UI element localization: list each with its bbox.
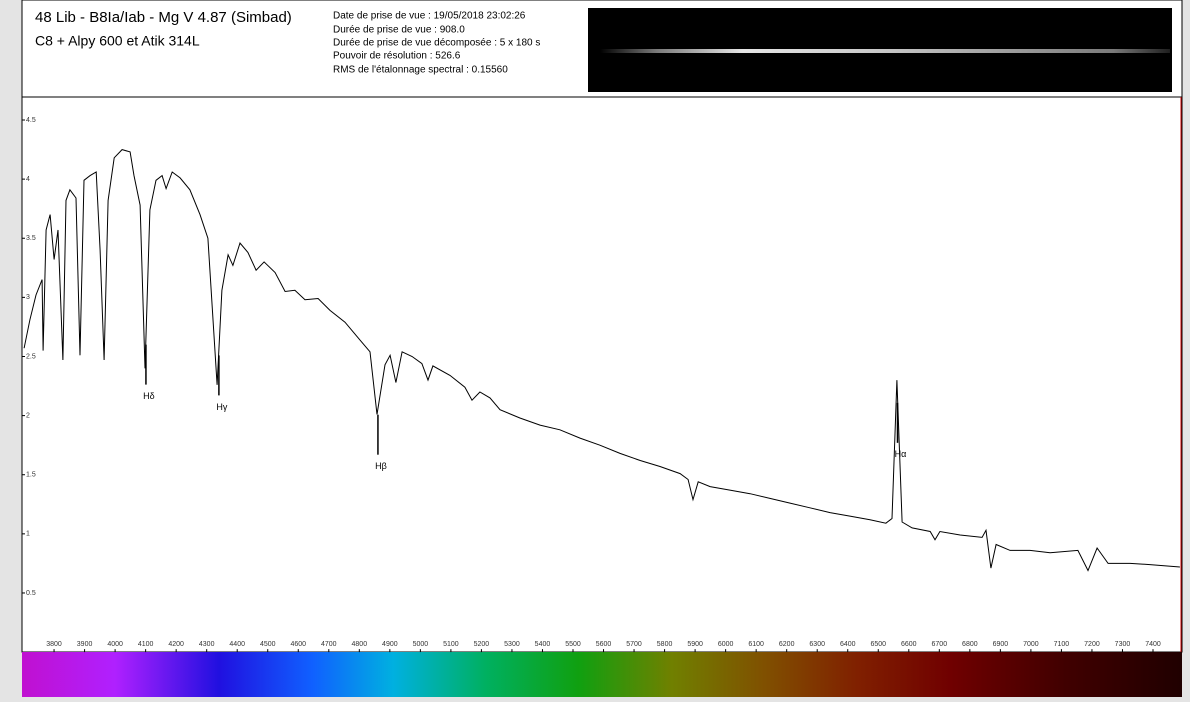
x-tick-label: 6100 (748, 641, 764, 648)
y-tick-label: 4.5 (26, 117, 36, 124)
page (22, 0, 1182, 697)
x-tick-label: 4800 (352, 641, 368, 648)
x-tick-label: 4600 (290, 641, 306, 648)
info-line: Durée de prise de vue : 908.0 (333, 25, 465, 36)
x-tick-label: 6200 (779, 641, 795, 648)
x-tick-label: 7000 (1023, 641, 1039, 648)
y-tick-label: 2.5 (26, 353, 36, 360)
x-tick-label: 5900 (687, 641, 703, 648)
line-label: Hα (895, 449, 907, 459)
color-bar (22, 652, 1182, 697)
x-tick-label: 6400 (840, 641, 856, 648)
screen: 48 Lib - B8Ia/Iab - Mg V 4.87 (Simbad) C… (0, 0, 1190, 697)
x-tick-label: 4700 (321, 641, 337, 648)
y-tick-label: 2 (26, 412, 30, 419)
x-tick-label: 5700 (626, 641, 642, 648)
x-tick-label: 5200 (474, 641, 490, 648)
x-tick-label: 4500 (260, 641, 276, 648)
info-line: RMS de l'étalonnage spectral : 0.15560 (333, 65, 508, 76)
x-tick-label: 5800 (657, 641, 673, 648)
x-tick-label: 6600 (901, 641, 917, 648)
spectrum-strip (600, 49, 1170, 53)
x-tick-label: 6300 (809, 641, 825, 648)
line-label: Hγ (216, 402, 227, 412)
x-tick-label: 5500 (565, 641, 581, 648)
x-tick-label: 5300 (504, 641, 520, 648)
x-tick-label: 5100 (443, 641, 459, 648)
x-tick-label: 3800 (46, 641, 62, 648)
x-tick-label: 7300 (1115, 641, 1131, 648)
info-line: Durée de prise de vue décomposée : 5 x 1… (333, 38, 540, 49)
x-tick-label: 6000 (718, 641, 734, 648)
y-tick-label: 1.5 (26, 472, 36, 479)
x-tick-label: 6900 (993, 641, 1009, 648)
x-tick-label: 5600 (596, 641, 612, 648)
info-line: Pouvoir de résolution : 526.6 (333, 51, 461, 62)
header-subtitle: C8 + Alpy 600 et Atik 314L (35, 33, 200, 49)
x-tick-label: 4300 (199, 641, 215, 648)
x-tick-label: 3900 (77, 641, 93, 648)
y-tick-label: 1 (26, 531, 30, 538)
x-tick-label: 4400 (229, 641, 245, 648)
line-label: Hδ (143, 391, 155, 401)
x-tick-label: 5400 (535, 641, 551, 648)
info-line: Date de prise de vue : 19/05/2018 23:02:… (333, 11, 526, 22)
y-tick-label: 3.5 (26, 235, 36, 242)
y-tick-label: 3 (26, 294, 30, 301)
x-tick-label: 6500 (870, 641, 886, 648)
x-tick-label: 4200 (168, 641, 184, 648)
x-tick-label: 7100 (1054, 641, 1070, 648)
x-tick-label: 4000 (107, 641, 123, 648)
x-tick-label: 4900 (382, 641, 398, 648)
y-tick-label: 4 (26, 176, 30, 183)
x-tick-label: 4100 (138, 641, 154, 648)
x-tick-label: 7400 (1145, 641, 1161, 648)
x-tick-label: 6700 (932, 641, 948, 648)
x-tick-label: 6800 (962, 641, 978, 648)
header-title: 48 Lib - B8Ia/Iab - Mg V 4.87 (Simbad) (35, 9, 292, 26)
x-tick-label: 7200 (1084, 641, 1100, 648)
line-label: Hβ (375, 461, 387, 471)
y-tick-label: 0.5 (26, 590, 36, 597)
x-tick-label: 5000 (413, 641, 429, 648)
